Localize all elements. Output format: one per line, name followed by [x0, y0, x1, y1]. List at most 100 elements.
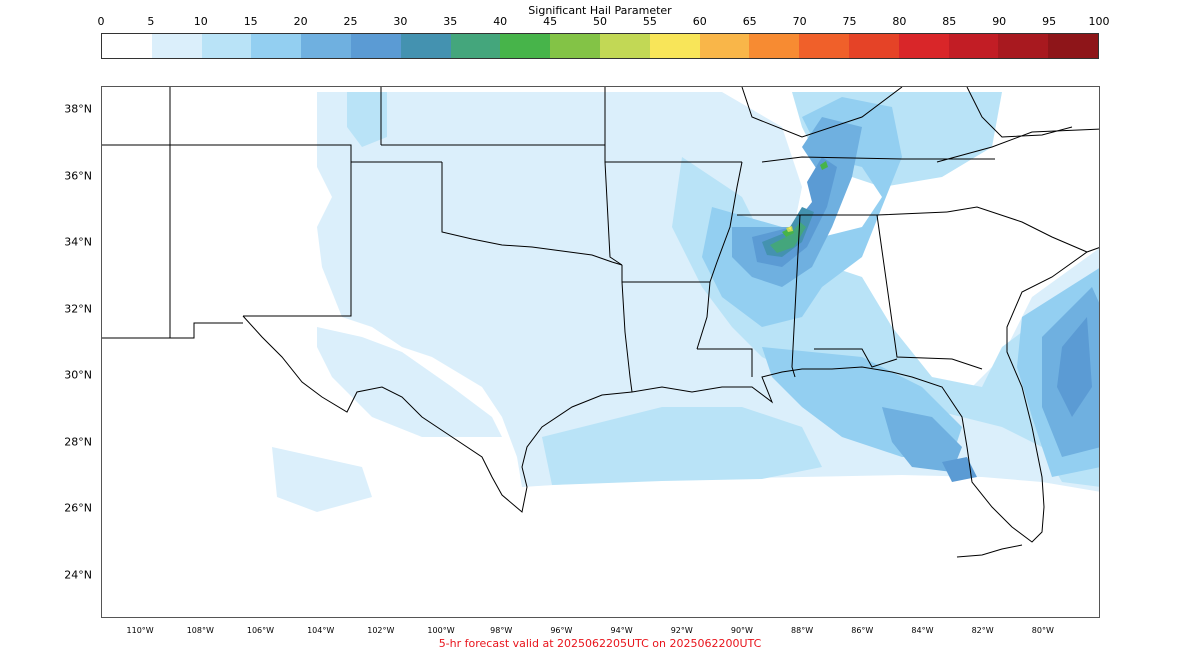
colorbar-swatch [649, 34, 700, 58]
political-borders [102, 87, 1099, 558]
colorbar-title: Significant Hail Parameter [528, 4, 672, 17]
colorbar-tick-label: 25 [343, 15, 358, 28]
latitude-label: 38°N [64, 102, 92, 116]
colorbar-tick-label: 5 [147, 15, 155, 28]
longitude-label: 100°W [427, 626, 455, 635]
longitude-label: 108°W [186, 626, 214, 635]
longitude-label: 92°W [670, 626, 693, 635]
colorbar-tick-label: 0 [97, 15, 105, 28]
colorbar-tick-label: 60 [692, 15, 707, 28]
longitude-label: 102°W [367, 626, 395, 635]
border-texas-louisiana [621, 265, 633, 393]
border-mississippi-alabama [791, 214, 801, 378]
colorbar-tick-labels: 0 5 10 15 20 25 30 35 40 45 50 55 60 65 70 75 80 85 90 95 10… [0, 15, 1200, 29]
border-new-mexico-west [169, 87, 243, 339]
longitude-label: 110°W [126, 626, 154, 635]
latitude-label: 24°N [64, 568, 92, 582]
colorbar-tick-label: 20 [293, 15, 308, 28]
border-oklahoma-panhandle [170, 144, 442, 163]
forecast-valid-footer: 5-hr forecast valid at 2025062205UTC on … [438, 637, 762, 650]
contour-40b [820, 161, 828, 170]
colorbar-swatch [948, 34, 999, 58]
colorbar-tick-label: 95 [1042, 15, 1057, 28]
contour-55 [788, 227, 791, 230]
colorbar-tick-label: 15 [243, 15, 258, 28]
shp-contours [272, 92, 1099, 512]
colorbar-tick-label: 40 [493, 15, 508, 28]
colorbar-swatch [550, 34, 600, 58]
colorbar-tick-label: 90 [992, 15, 1007, 28]
colorbar-swatch [400, 34, 451, 58]
latitude-label: 30°N [64, 368, 92, 382]
colorbar-tick-label: 65 [742, 15, 757, 28]
colorbar-tick-label: 80 [892, 15, 907, 28]
contour-20c [882, 407, 962, 472]
border-red-river [441, 162, 623, 266]
coastline-florida-keys [956, 544, 1023, 558]
colorbar-swatch [749, 34, 800, 58]
border-ohio-river [966, 87, 1073, 138]
border-georgia-carolinas [946, 206, 1088, 253]
colorbar-tick-label: 50 [593, 15, 607, 28]
longitude-label: 86°W [851, 626, 874, 635]
colorbar-tick-label: 45 [543, 15, 558, 28]
colorbar-tick-label: 100 [1088, 15, 1110, 28]
longitude-label: 88°W [791, 626, 814, 635]
colorbar-tick-label: 10 [193, 15, 208, 28]
contour-35 [770, 222, 806, 253]
border-oklahoma-arkansas [604, 161, 623, 266]
longitude-label: 80°W [1031, 626, 1054, 635]
colorbar-swatch [1048, 34, 1098, 58]
colorbar-swatch [898, 34, 949, 58]
contour-5b [317, 327, 502, 437]
border-alabama-florida [814, 348, 898, 368]
longitude-label: 106°W [246, 626, 275, 635]
latitude-label: 32°N [64, 302, 92, 316]
colorbar-swatch [500, 34, 551, 58]
border-new-mexico-east [243, 145, 352, 317]
longitude-label: 84°W [911, 626, 934, 635]
colorbar-tick-label: 75 [842, 15, 857, 28]
border-mississippi-river [696, 161, 743, 350]
colorbar-swatch [201, 34, 252, 58]
colorbar-tick-label: 70 [792, 15, 807, 28]
hail-parameter-map [102, 87, 1099, 558]
colorbar-swatch [251, 34, 302, 58]
colorbar-tick-label: 35 [443, 15, 458, 28]
colorbar-swatch [151, 34, 202, 58]
border-virginia [936, 128, 1099, 163]
coastline-gulf [242, 247, 1099, 543]
latitude-label: 34°N [64, 235, 92, 249]
colorbar-swatch [301, 34, 351, 58]
latitude-label: 36°N [64, 169, 92, 183]
border-kentucky [741, 87, 903, 138]
latitude-label: 26°N [64, 501, 92, 515]
colorbar-swatch [102, 34, 152, 58]
longitude-label: 90°W [730, 626, 753, 635]
colorbar-swatch [599, 34, 650, 58]
contour-10 [672, 157, 1099, 487]
longitude-label: 96°W [550, 626, 573, 635]
contour-10d [542, 407, 822, 485]
contour-25c [942, 457, 977, 482]
longitude-label: 98°W [490, 626, 513, 635]
colorbar-swatch [450, 34, 501, 58]
longitude-label: 82°W [971, 626, 994, 635]
border-alabama-georgia [876, 214, 983, 370]
colorbar [101, 33, 1099, 59]
colorbar-tick-label: 30 [393, 15, 408, 28]
contour-5c [272, 447, 372, 512]
colorbar-swatch [998, 34, 1049, 58]
contour-25b [1057, 317, 1092, 417]
map-panel [101, 86, 1100, 618]
longitude-label: 104°W [307, 626, 335, 635]
border-louisiana-mississippi [697, 348, 753, 377]
colorbar-tick-label: 85 [942, 15, 957, 28]
longitude-label: 94°W [610, 626, 633, 635]
contour-10b [347, 92, 387, 147]
latitude-label: 28°N [64, 435, 92, 449]
colorbar-swatch [848, 34, 899, 58]
colorbar-tick-label: 55 [642, 15, 657, 28]
colorbar-swatch [699, 34, 750, 58]
colorbar-swatch [799, 34, 849, 58]
